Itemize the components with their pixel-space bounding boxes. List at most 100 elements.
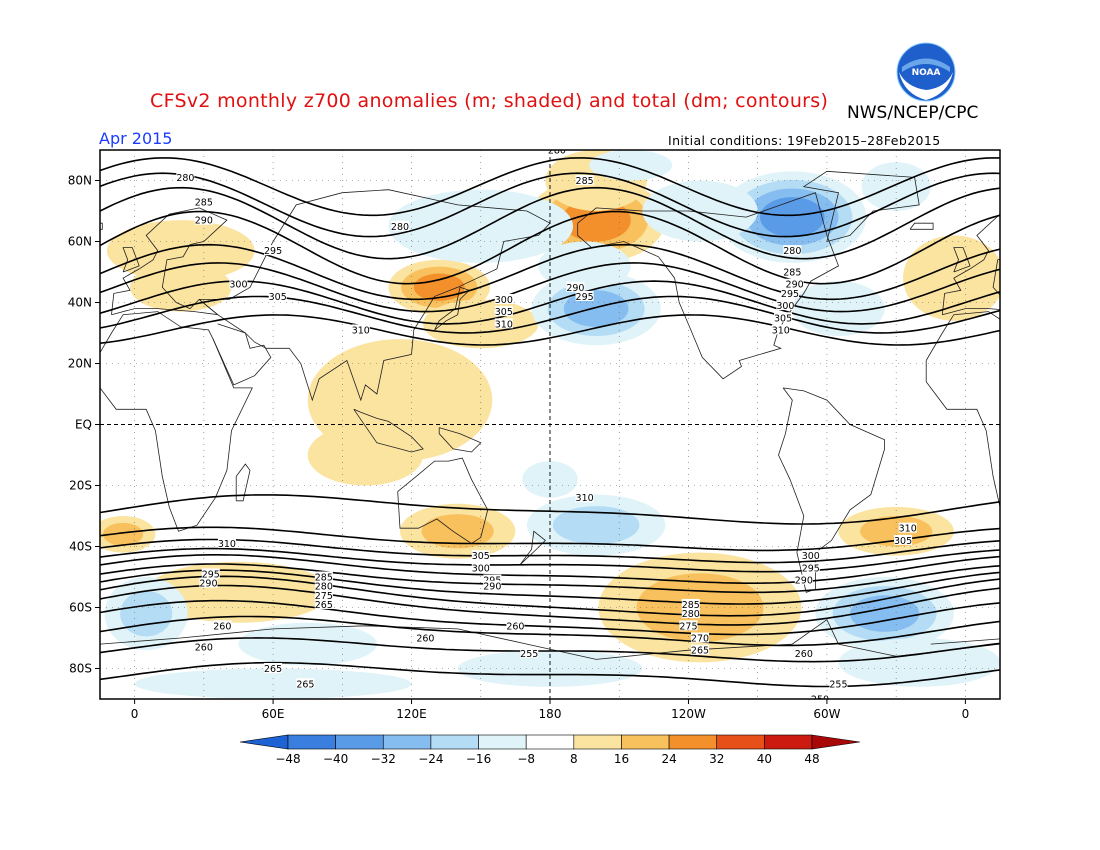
colorbar-label: −16 [466,752,491,766]
contour-label-text: 290 [566,283,584,294]
colorbar-label: 16 [614,752,629,766]
contour-label: 300 [776,300,794,312]
sh-contour [100,526,1000,552]
contour-label: 295 [576,290,594,303]
contour-label: 290 [566,281,584,294]
colorbar-swatch [668,734,718,750]
contour-label: 285 [682,598,700,611]
coastline [941,213,1000,316]
coastline [925,311,1000,509]
lat-tick-label: 40S [69,540,92,554]
contour-label: 255 [829,678,848,690]
contour-label: 285 [315,571,333,584]
contour-label-text: 250 [811,695,829,706]
coastline [122,247,140,273]
forecast-month: Apr 2015 [99,129,173,148]
contour-label: 270 [691,632,709,645]
anomaly-blob [388,189,574,263]
contour-label-text: 305 [774,313,792,324]
contour-label: 260 [795,647,813,660]
sh-contour [100,547,1000,573]
contour-label: 275 [679,620,698,632]
sh-contour [100,575,1000,617]
lat-tick-label: 60N [68,235,92,249]
lon-tick-label: 120E [396,707,427,721]
contour-label-text: 260 [795,649,813,660]
contour-label: 255 [520,647,538,660]
contour-labels: 2802852902953003053102802802852902953003… [176,146,917,706]
contour-label-text: 265 [691,646,709,657]
contour-label: 305 [894,534,912,547]
anomaly-blob [538,241,631,291]
coastline [1044,324,1100,385]
contour-label-text: 275 [679,621,697,632]
chart-title: CFSv2 monthly z700 anomalies (m; shaded)… [150,90,829,112]
contour-label: 310 [899,522,917,535]
lat-tick-label: 60S [69,601,92,615]
contour-label-text: 300 [472,563,490,574]
contour-label-text: 265 [296,679,314,690]
contour-label-text: 280 [548,146,566,157]
contour-label-text: 260 [416,634,434,645]
contour-label-text: 280 [391,222,409,233]
anomaly-blob [120,590,173,637]
contour-label-text: 300 [776,301,794,312]
anomaly-blob [307,424,424,486]
contour-label-text: 300 [229,280,247,291]
contour-label-text: 295 [264,246,282,257]
coastline [1067,464,1081,501]
anomaly-blob [238,622,377,666]
colorbar-swatch [764,734,813,750]
contour-label: 260 [195,641,213,654]
colorbar-swatch [478,734,527,750]
contour-label: 310 [495,318,513,330]
coastline [397,457,489,544]
contour-label-text: 305 [269,292,287,303]
lon-tick-label: 120W [671,707,706,721]
anomaly-blob [552,506,640,545]
coastline [353,408,424,453]
agency-label: NWS/NCEP/CPC [847,103,979,123]
initial-conditions: Initial conditions: 19Feb2015–28Feb2015 [668,133,941,148]
sh-contour [100,494,1000,525]
contour-label-text: 310 [899,524,917,535]
contour-label: 295 [802,562,820,574]
contour-label-text: 285 [576,176,594,187]
sh-contour [100,563,1000,594]
contour-label-text: 285 [682,600,700,611]
contour-label-text: 295 [802,563,820,574]
coastline [100,222,103,230]
contour-label-text: 305 [894,536,912,547]
colorbar-max-arrow [811,734,861,750]
map-axes: 80N 60N 40N 20N EQ 20S 40S 60S 80S 0 60E 120E 180 120… [68,174,969,722]
lat-tick-label: 40N [68,296,92,310]
contour-label-text: 290 [795,576,813,587]
height-contours [100,157,1000,688]
sh-contour [100,584,1000,626]
contour-label-text: 255 [829,679,847,690]
sh-contour [100,554,1000,584]
colorbar-swatch [287,734,336,750]
contour-label-text: 310 [576,493,594,504]
contour-label-text: 300 [802,551,820,562]
contour-label: 285 [195,196,213,208]
contour-label-text: 290 [199,579,217,590]
lon-tick-label: 180 [539,707,562,721]
contour-label-text: 255 [520,649,538,660]
lon-tick-label: 0 [131,707,139,721]
colorbar-swatch [573,734,622,750]
colorbar-label: 48 [804,752,819,766]
colorbar-swatch [382,734,432,750]
contour-label-text: 260 [213,621,231,632]
nh-contour [100,262,1000,313]
sh-contour [100,615,1000,647]
contour-label-text: 290 [483,582,501,593]
noaa-logo-text: NOAA [912,68,941,78]
contour-label: 260 [213,620,231,632]
colorbar-label: −48 [275,752,300,766]
contour-label-text: 280 [682,609,700,620]
sh-contour [100,538,1000,564]
coastline [111,207,228,316]
nh-contour [100,243,1000,301]
